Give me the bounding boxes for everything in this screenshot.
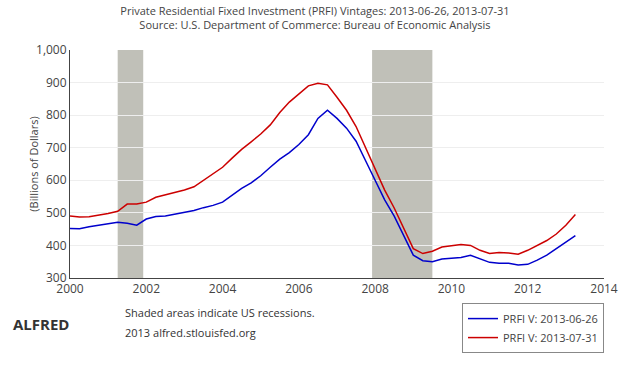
svg-text:2012: 2012 (514, 280, 542, 297)
svg-text:1,000: 1,000 (36, 41, 67, 58)
svg-text:Shaded areas indicate US reces: Shaded areas indicate US recessions. (125, 305, 315, 320)
svg-text:800: 800 (46, 106, 67, 123)
svg-text:900: 900 (46, 74, 67, 91)
svg-text:2000: 2000 (56, 280, 84, 297)
svg-text:300: 300 (46, 269, 67, 286)
svg-text:2006: 2006 (285, 280, 313, 297)
svg-text:600: 600 (46, 171, 67, 188)
svg-text:PRFI V: 2013-06-26: PRFI V: 2013-06-26 (503, 311, 598, 326)
svg-text:ALFRED: ALFRED (13, 314, 69, 334)
svg-text:(Billions of Dollars): (Billions of Dollars) (26, 116, 41, 211)
svg-text:2013 alfred.stlouisfed.org: 2013 alfred.stlouisfed.org (125, 325, 256, 340)
svg-text:PRFI V: 2013-07-31: PRFI V: 2013-07-31 (503, 330, 598, 345)
svg-text:2002: 2002 (133, 280, 161, 297)
svg-text:2014: 2014 (590, 280, 618, 297)
svg-text:700: 700 (46, 139, 67, 156)
svg-text:2008: 2008 (361, 280, 389, 297)
svg-text:2010: 2010 (438, 280, 466, 297)
svg-text:2004: 2004 (209, 280, 237, 297)
svg-text:400: 400 (46, 237, 67, 254)
svg-text:500: 500 (46, 204, 67, 221)
svg-text:Private Residential Fixed Inve: Private Residential Fixed Investment (PR… (120, 3, 509, 32)
